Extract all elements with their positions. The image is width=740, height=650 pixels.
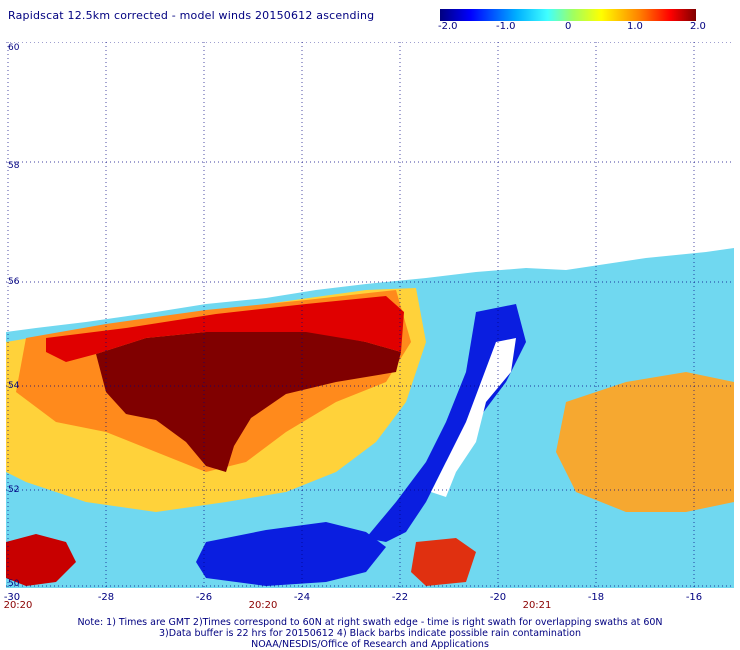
lon-label-minus18: -18 — [587, 592, 605, 603]
grid-lines — [6, 41, 734, 588]
colorbar-label-max: 2.0 — [690, 21, 706, 32]
colorbar — [440, 9, 696, 21]
dark-red-core — [96, 332, 401, 472]
lat-label-56: 56 — [8, 277, 20, 287]
blue-band — [366, 304, 526, 542]
red-fringe — [46, 296, 404, 362]
time-label-2: 20:20 — [248, 600, 278, 611]
south-red-patch — [411, 538, 476, 586]
southwest-red — [6, 534, 76, 586]
colorbar-label-zero: 0 — [565, 21, 572, 32]
lon-label-minus24: -24 — [293, 592, 311, 603]
data-gap — [431, 338, 516, 497]
colorbar-label-pos: 1.0 — [627, 21, 643, 32]
note-line-3: NOAA/NESDIS/Office of Research and Appli… — [251, 639, 489, 650]
lon-label-minus30: -30 — [3, 592, 21, 603]
lat-label-50: 50 — [8, 579, 20, 588]
wind-field-layer — [6, 248, 734, 588]
lat-label-60: 60 — [8, 43, 20, 53]
lon-label-minus20: -20 — [489, 592, 507, 603]
lat-label-52: 52 — [8, 485, 19, 495]
lon-label-minus26: -26 — [195, 592, 213, 603]
wind-difference-map: 60 58 56 54 52 50 — [6, 41, 734, 589]
blue-south — [196, 522, 386, 586]
colorbar-label-neg: -1.0 — [496, 21, 516, 32]
time-label-3: 20:21 — [522, 600, 552, 611]
note-line-2: 3)Data buffer is 22 hrs for 20150612 4) … — [159, 628, 581, 639]
note-line-1: Note: 1) Times are GMT 2)Times correspon… — [77, 617, 663, 628]
lat-label-58: 58 — [8, 161, 20, 171]
time-label-1: 20:20 — [3, 600, 33, 611]
lat-labels: 60 58 56 54 52 50 — [8, 43, 20, 589]
east-warm-patch — [556, 372, 734, 512]
lon-label-minus16: -16 — [685, 592, 703, 603]
map-plot-area: 60 58 56 54 52 50 — [6, 41, 734, 589]
colorbar-label-min: -2.0 — [438, 21, 458, 32]
lon-label-minus22: -22 — [391, 592, 409, 603]
lat-label-54: 54 — [8, 381, 20, 391]
lon-label-minus28: -28 — [97, 592, 115, 603]
map-title: Rapidscat 12.5km corrected - model winds… — [8, 9, 375, 22]
